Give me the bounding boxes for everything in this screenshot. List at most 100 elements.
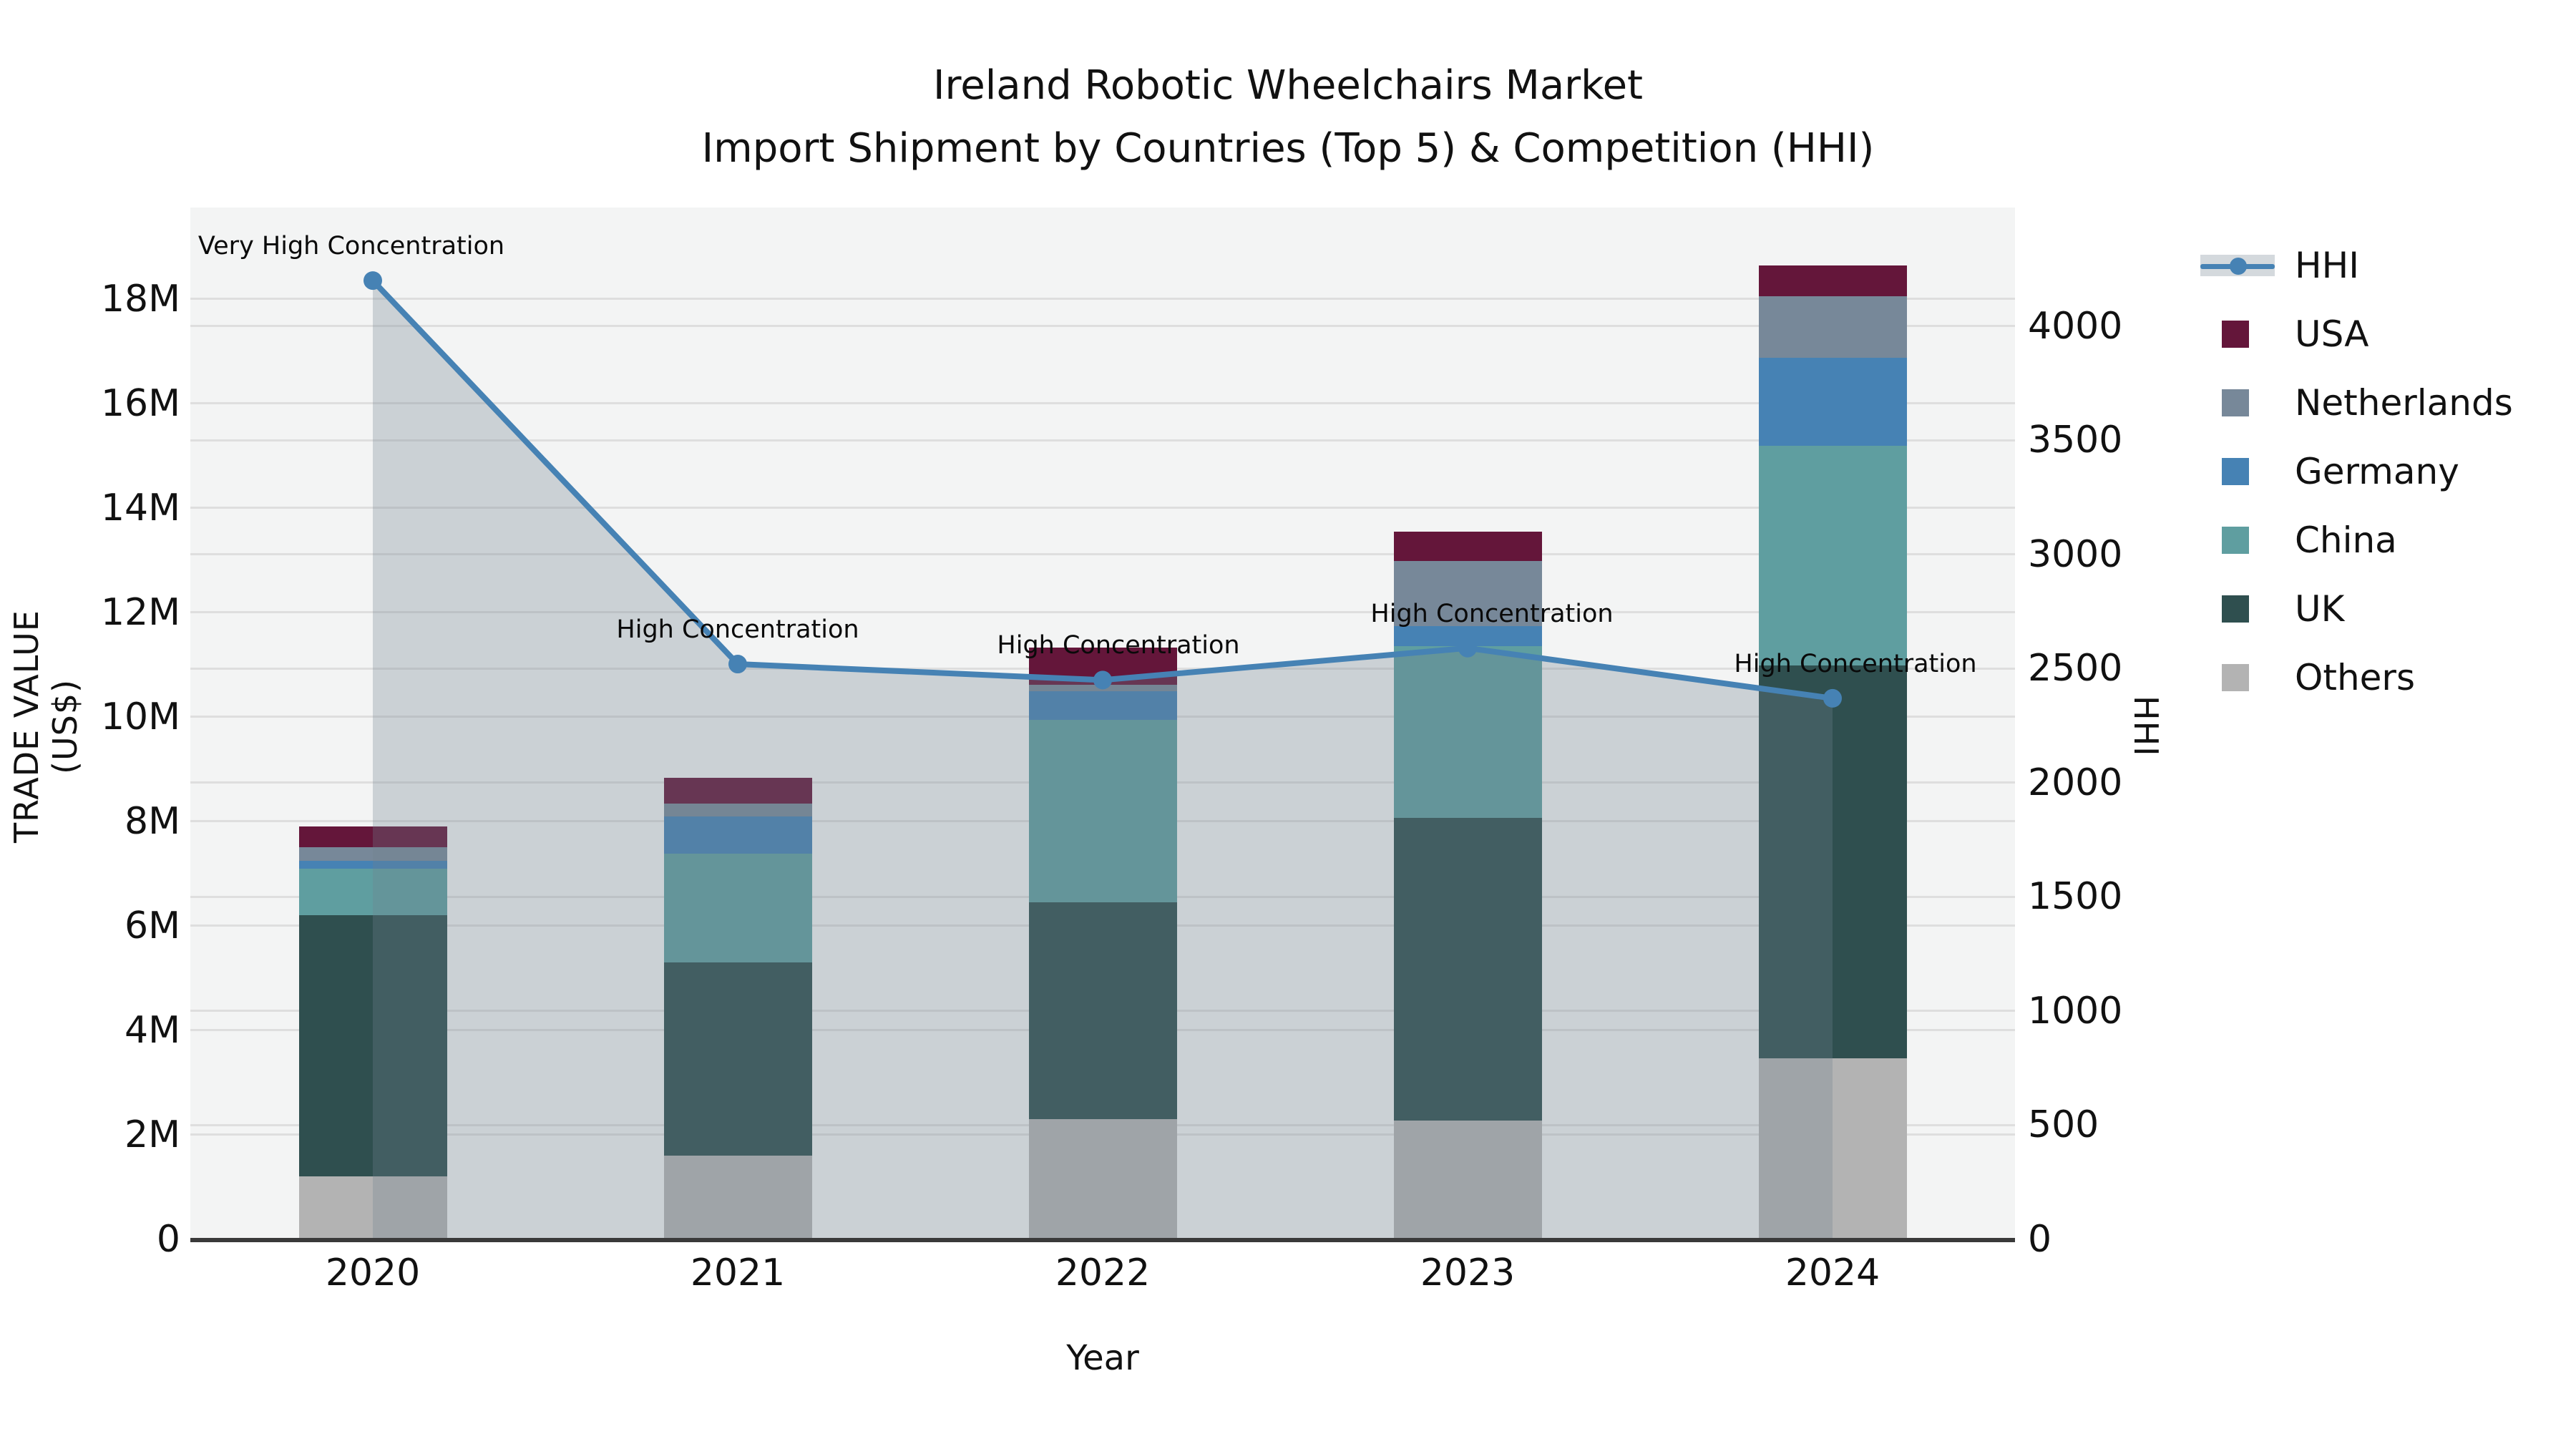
bar-2024-germany	[1758, 357, 1907, 446]
bar-2020-netherlands	[298, 847, 447, 861]
legend-swatch-china-icon	[2222, 527, 2249, 554]
bar-2020-china	[298, 868, 447, 916]
legend-item-usa: USA	[2200, 300, 2513, 369]
legend-hhi-line-swatch-icon	[2200, 255, 2275, 276]
legend-label-netherlands: Netherlands	[2295, 382, 2513, 424]
bar-2022-germany	[1028, 691, 1177, 720]
gridline-left-14M	[190, 507, 2015, 509]
bar-2024-usa	[1758, 265, 1907, 297]
bar-2021-germany	[663, 816, 812, 854]
legend-label-usa: USA	[2295, 313, 2369, 355]
hhi-point-2024	[1823, 688, 1842, 708]
hhi-point-2022	[1093, 670, 1112, 690]
gridline-right-3000	[190, 553, 2015, 556]
gridline-right-3500	[190, 439, 2015, 441]
x-tick-2023: 2023	[1420, 1252, 1516, 1294]
y-right-tick-0: 0	[2028, 1218, 2052, 1261]
legend-swatch-others-icon	[2222, 664, 2249, 691]
hhi-line-layer	[364, 271, 1842, 1239]
y-right-tick-4000: 4000	[2028, 304, 2123, 348]
chart-title-line1: Ireland Robotic Wheelchairs Market	[932, 62, 1644, 109]
legend-swatch-usa-icon	[2222, 321, 2249, 348]
annotation-2020: Very High Concentration	[197, 232, 505, 261]
bar-2023-uk	[1393, 817, 1542, 1121]
gridline-right-4000	[190, 325, 2015, 328]
legend-label-china: China	[2295, 519, 2397, 561]
bar-2021-netherlands	[663, 804, 812, 816]
bar-2023-netherlands	[1393, 560, 1542, 626]
bar-2020-uk	[298, 915, 447, 1177]
annotation-2023: High Concentration	[1370, 599, 1614, 628]
y-left-tick-18M: 18M	[100, 277, 180, 321]
bar-2022-china	[1028, 719, 1177, 903]
annotation-2022: High Concentration	[997, 631, 1240, 660]
bar-2022-uk	[1028, 902, 1177, 1120]
y-right-tick-2000: 2000	[2028, 761, 2123, 804]
hhi-point-2021	[728, 655, 747, 674]
y-left-tick-6M: 6M	[125, 904, 180, 947]
legend-item-netherlands: Netherlands	[2200, 369, 2513, 437]
y-right-tick-1500: 1500	[2028, 875, 2123, 919]
hhi-point-2020	[364, 271, 382, 291]
y-left-tick-10M: 10M	[100, 695, 180, 738]
y-right-tick-2500: 2500	[2028, 647, 2123, 691]
legend-item-china: China	[2200, 506, 2513, 575]
bar-2024-netherlands	[1758, 296, 1907, 358]
legend-label-germany: Germany	[2295, 451, 2459, 492]
chart-title: Ireland Robotic Wheelchairs Market Impor…	[0, 54, 2576, 180]
legend-item-uk: UK	[2200, 575, 2513, 643]
legend-label-others: Others	[2295, 657, 2416, 698]
x-tick-2021: 2021	[690, 1252, 786, 1294]
bar-2023-usa	[1393, 531, 1542, 561]
bar-2021-china	[663, 854, 812, 963]
legend-label-uk: UK	[2295, 588, 2345, 630]
y-left-tick-0: 0	[156, 1218, 180, 1261]
y-left-tick-12M: 12M	[100, 590, 180, 634]
gridline-left-12M	[190, 611, 2015, 614]
hhi-area-fill	[373, 280, 1833, 1239]
y-right-tick-3500: 3500	[2028, 419, 2123, 462]
bar-2021-others	[663, 1156, 812, 1239]
bar-2021-uk	[663, 962, 812, 1156]
chart-title-line2: Import Shipment by Countries (Top 5) & C…	[701, 125, 1875, 172]
plot-area: Very High Concentration High Concentratio…	[190, 208, 2015, 1239]
legend-swatch-uk-icon	[2222, 595, 2249, 623]
legend: HHI USA Netherlands Germany China UK Others	[2200, 231, 2513, 712]
y-right-tick-3000: 3000	[2028, 532, 2123, 576]
gridline-left-16M	[190, 402, 2015, 405]
y-left-tick-14M: 14M	[100, 486, 180, 530]
bar-2020-usa	[298, 826, 447, 848]
bar-2024-others	[1758, 1058, 1907, 1239]
legend-swatch-netherlands-icon	[2222, 389, 2249, 416]
bar-2024-china	[1758, 445, 1907, 665]
bar-2023-china	[1393, 645, 1542, 818]
legend-item-germany: Germany	[2200, 437, 2513, 506]
bar-2020-germany	[298, 860, 447, 869]
bar-2024-uk	[1758, 665, 1907, 1058]
y-right-tick-1000: 1000	[2028, 989, 2123, 1033]
x-tick-2020: 2020	[325, 1252, 421, 1294]
legend-item-hhi: HHI	[2200, 231, 2513, 300]
bar-2023-others	[1393, 1121, 1542, 1239]
bar-2021-usa	[663, 777, 812, 804]
y-left-tick-8M: 8M	[125, 799, 180, 843]
x-tick-2024: 2024	[1785, 1252, 1880, 1294]
annotation-2021: High Concentration	[616, 615, 859, 645]
y-right-axis-title: HHI	[2127, 696, 2165, 757]
hhi-point-2023	[1458, 638, 1477, 658]
x-axis-title: Year	[1066, 1338, 1139, 1378]
y-right-tick-500: 500	[2028, 1103, 2099, 1147]
y-left-tick-4M: 4M	[125, 1008, 180, 1052]
legend-item-others: Others	[2200, 643, 2513, 712]
legend-label-hhi: HHI	[2295, 245, 2359, 286]
annotation-2024: High Concentration	[1734, 649, 1977, 678]
y-left-tick-16M: 16M	[100, 381, 180, 425]
bar-2022-others	[1028, 1119, 1177, 1239]
y-left-tick-2M: 2M	[125, 1113, 180, 1156]
x-axis-spine	[190, 1238, 2015, 1242]
gridline-left-18M	[190, 298, 2015, 301]
x-tick-2022: 2022	[1055, 1252, 1151, 1294]
legend-swatch-germany-icon	[2222, 458, 2249, 485]
bar-2020-others	[298, 1176, 447, 1239]
